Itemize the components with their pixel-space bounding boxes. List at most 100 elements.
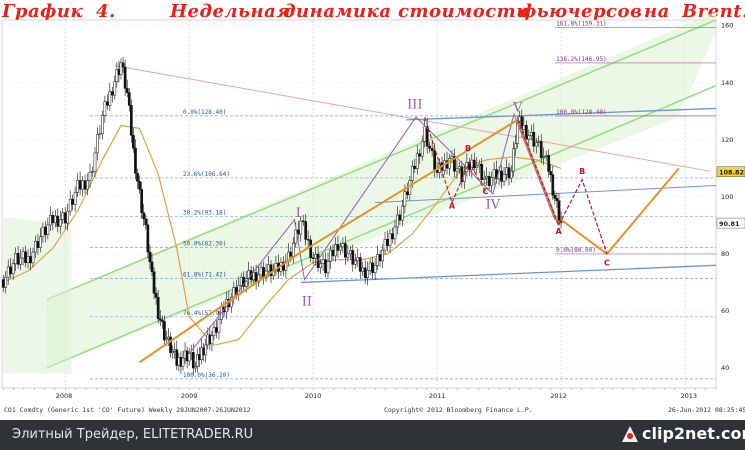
footer-site-name: Элитный Трейдер, ELITETRADER.RU (12, 427, 254, 442)
candle-body (125, 88, 129, 93)
x-tick-label: 2013 (680, 392, 697, 400)
abc-correction-path-2 (424, 116, 486, 205)
candle-body (257, 274, 260, 283)
candle-body (96, 134, 99, 154)
candle-body (217, 319, 221, 333)
candle-body (165, 338, 168, 341)
candle-body (334, 244, 337, 257)
candle-body (311, 257, 315, 259)
candle-body (408, 180, 412, 195)
candle-body (86, 180, 89, 190)
chart-plot: 0.0%(128.40) 23.6%(106.64) 38.2%(93.18) 50.… (1, 11, 745, 414)
candle-body (115, 69, 119, 82)
candle-body (163, 321, 166, 341)
candle-body (353, 260, 357, 265)
candle-body (138, 181, 141, 190)
candle-body (490, 177, 493, 186)
candle-body (477, 163, 481, 167)
candle-body (428, 145, 432, 149)
title-word-7: на (644, 1, 670, 22)
title-word-8: Brent. (682, 1, 745, 22)
candle-body (475, 165, 479, 168)
candle-body (537, 141, 541, 143)
candle-body (191, 351, 195, 369)
candle-body (26, 256, 30, 264)
support-line-upper (406, 107, 717, 121)
clip2net-logo: clip2net.com (622, 424, 745, 446)
candle-body (450, 155, 454, 159)
x-tick-label: 2011 (429, 392, 446, 400)
candle-body (254, 272, 258, 283)
candle-body (71, 198, 75, 205)
candle-body (529, 132, 533, 136)
fib-level-label: 76.4%(57.96) (183, 310, 226, 317)
candle-body (346, 253, 350, 258)
candle-body (154, 292, 158, 298)
candle-body (547, 155, 551, 172)
candle-body (505, 167, 508, 175)
candle-body (507, 167, 511, 179)
candle-body (58, 219, 62, 227)
candle-body (269, 264, 273, 276)
abc-label: B (579, 167, 585, 176)
abc-label: B (465, 144, 471, 153)
candle-body (557, 200, 561, 221)
candle-body (398, 214, 402, 221)
candle-body (156, 297, 160, 320)
candle-body (524, 125, 528, 140)
candle-body (46, 224, 50, 235)
fib-extension-label: 0.0%(80.00) (556, 247, 596, 254)
candle-body (368, 262, 372, 271)
candle-body (413, 165, 417, 169)
candle-body (63, 212, 67, 224)
candle-body (9, 266, 13, 275)
candle-body (68, 198, 72, 212)
candle-body (78, 180, 82, 190)
candle-body (91, 170, 94, 173)
last-price-label: 108.82 (719, 169, 744, 177)
candle-body (108, 91, 112, 106)
candle-body (306, 239, 310, 241)
fib-level-label: 61.8%(71.42) (183, 271, 226, 278)
candle-body (11, 263, 15, 275)
candle-body (144, 218, 148, 226)
candle-body (299, 220, 303, 235)
fib-level-label: 0.0%(128.40) (183, 109, 226, 116)
candle-body (539, 141, 543, 158)
x-tick-label: 2008 (56, 392, 73, 400)
candle-body (418, 153, 422, 157)
support-line (300, 264, 717, 284)
candle-body (106, 101, 109, 106)
candle-body (463, 171, 466, 182)
candle-body (309, 239, 313, 259)
candle-body (158, 318, 162, 321)
candle-body (555, 198, 559, 201)
candle-body (83, 180, 87, 190)
candle-body (121, 62, 125, 68)
abc-label: C (483, 187, 489, 196)
candle-body (134, 147, 137, 174)
candle-body (73, 192, 77, 205)
candle-body (98, 133, 102, 135)
footer-bar: Элитный Трейдер, ELITETRADER.RU (0, 420, 745, 450)
candle-body (66, 210, 70, 224)
candle-body (169, 336, 172, 354)
candle-body (485, 176, 489, 179)
candle-body (296, 229, 300, 235)
candle-body (551, 174, 555, 196)
fib-extension-label: 138.2%(146.95) (556, 56, 607, 63)
logo-text: clip2net.com (642, 424, 745, 443)
chart-title: График 4. Недельная динамика стоимости ф… (0, 0, 745, 28)
wave-label: IV (486, 197, 501, 212)
candle-body (366, 270, 370, 278)
candle-body (61, 212, 65, 220)
candle-body (113, 81, 117, 96)
candle-body (56, 215, 60, 227)
candle-body (453, 155, 456, 172)
candle-body (187, 353, 191, 362)
candle-body (41, 226, 45, 238)
candle-body (88, 171, 92, 182)
candle-body (405, 191, 409, 195)
candle-body (289, 251, 293, 257)
